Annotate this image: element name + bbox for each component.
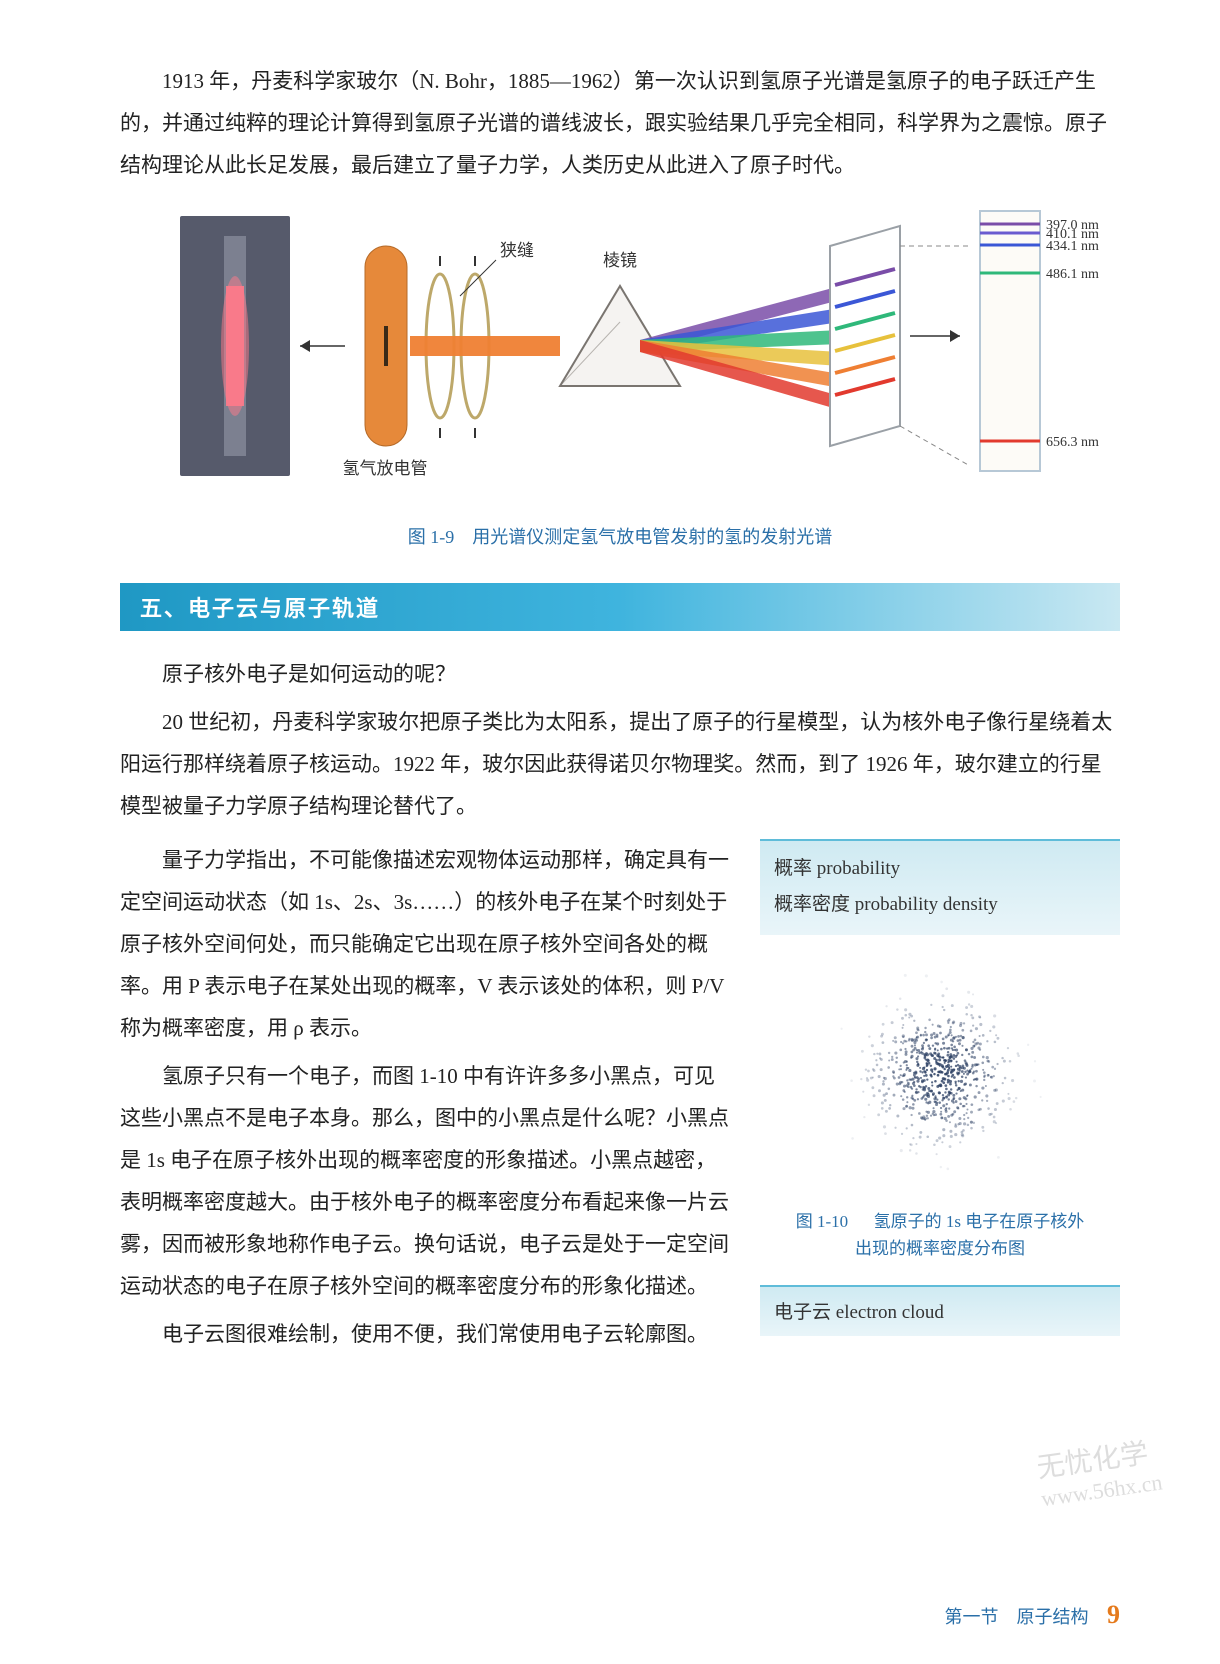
fig110-line2: 出现的概率密度分布图 [855,1239,1025,1258]
section-5-header: 五、电子云与原子轨道 [120,583,1120,631]
fig110-prefix: 图 1-10 [796,1212,848,1231]
footer-page-number: 9 [1107,1600,1120,1629]
term-cloud-cn: 电子云 [774,1302,831,1323]
term-cloud-en: electron cloud [836,1302,944,1323]
footer-section: 第一节 原子结构 [945,1607,1089,1627]
term-probability-cn: 概率 [774,858,812,879]
watermark-text: 无忧化学 [1035,1438,1150,1484]
term-probability: 概率 probability [774,851,1106,887]
figure-1-10-caption: 图 1-10 氢原子的 1s 电子在原子核外 出现的概率密度分布图 [760,1208,1120,1262]
figure-1-9-caption: 图 1-9 用光谱仪测定氢气放电管发射的氢的发射光谱 [120,523,1120,549]
terms-box-cloud: 电子云 electron cloud [760,1285,1120,1336]
term-density-en: probability density [855,894,998,915]
figure-1-10: 图 1-10 氢原子的 1s 电子在原子核外 出现的概率密度分布图 [760,953,1120,1262]
section5-p1: 20 世纪初，丹麦科学家玻尔把原子类比为太阳系，提出了原子的行星模型，认为核外电… [120,701,1120,827]
two-column-region: 量子力学指出，不可能像描述宏观物体运动那样，确定具有一定空间运动状态（如 1s、… [120,839,1120,1361]
terms-box-probability: 概率 probability 概率密度 probability density [760,839,1120,935]
section5-question: 原子核外电子是如何运动的呢？ [120,653,1120,695]
svg-text:656.3 nm: 656.3 nm [1046,435,1099,450]
svg-text:棱镜: 棱镜 [603,251,637,270]
svg-text:狭缝: 狭缝 [500,241,534,260]
fig110-line1: 氢原子的 1s 电子在原子核外 [874,1212,1085,1231]
watermark-url: www.56hx.cn [1040,1469,1164,1512]
term-density: 概率密度 probability density [774,887,1106,923]
spectroscope-diagram: 氢气放电管狭缝棱镜397.0 nm410.1 nm434.1 nm486.1 n… [140,206,1100,506]
right-column: 概率 probability 概率密度 probability density … [760,839,1120,1361]
figure-1-9: 氢气放电管狭缝棱镜397.0 nm410.1 nm434.1 nm486.1 n… [120,206,1120,549]
svg-text:氢气放电管: 氢气放电管 [343,459,428,478]
section5-p4: 电子云图很难绘制，使用不便，我们常使用电子云轮廓图。 [120,1313,732,1355]
page-footer: 第一节 原子结构 9 [945,1600,1121,1630]
section5-p3: 氢原子只有一个电子，而图 1-10 中有许许多多小黑点，可见这些小黑点不是电子本… [120,1055,732,1307]
electron-cloud-svg [810,953,1070,1193]
svg-text:434.1 nm: 434.1 nm [1046,239,1099,254]
term-density-cn: 概率密度 [774,894,850,915]
left-column: 量子力学指出，不可能像描述宏观物体运动那样，确定具有一定空间运动状态（如 1s、… [120,839,732,1361]
section5-p2: 量子力学指出，不可能像描述宏观物体运动那样，确定具有一定空间运动状态（如 1s、… [120,839,732,1049]
svg-text:486.1 nm: 486.1 nm [1046,267,1099,282]
intro-paragraph: 1913 年，丹麦科学家玻尔（N. Bohr，1885—1962）第一次认识到氢… [120,60,1120,186]
term-probability-en: probability [817,858,900,879]
watermark: 无忧化学 www.56hx.cn [1034,1430,1164,1512]
